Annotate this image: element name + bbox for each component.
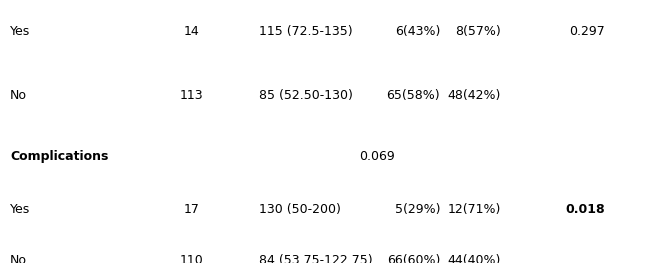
Text: 66(60%): 66(60%): [387, 254, 440, 263]
Text: No: No: [10, 89, 27, 103]
Text: 48(42%): 48(42%): [448, 89, 501, 103]
Text: 0.069: 0.069: [360, 150, 395, 163]
Text: 113: 113: [179, 89, 204, 103]
Text: Yes: Yes: [10, 25, 30, 38]
Text: 0.018: 0.018: [565, 203, 605, 216]
Text: 65(58%): 65(58%): [386, 89, 440, 103]
Text: 8(57%): 8(57%): [455, 25, 501, 38]
Text: 5(29%): 5(29%): [394, 203, 440, 216]
Text: 85 (52.50-130): 85 (52.50-130): [259, 89, 353, 103]
Text: 130 (50-200): 130 (50-200): [259, 203, 341, 216]
Text: 14: 14: [183, 25, 200, 38]
Text: 84 (53.75-122.75): 84 (53.75-122.75): [259, 254, 372, 263]
Text: 17: 17: [183, 203, 200, 216]
Text: Complications: Complications: [10, 150, 108, 163]
Text: No: No: [10, 254, 27, 263]
Text: 110: 110: [179, 254, 204, 263]
Text: 0.297: 0.297: [569, 25, 605, 38]
Text: 44(40%): 44(40%): [448, 254, 501, 263]
Text: 12(71%): 12(71%): [448, 203, 501, 216]
Text: 6(43%): 6(43%): [394, 25, 440, 38]
Text: 115 (72.5-135): 115 (72.5-135): [259, 25, 352, 38]
Text: Yes: Yes: [10, 203, 30, 216]
